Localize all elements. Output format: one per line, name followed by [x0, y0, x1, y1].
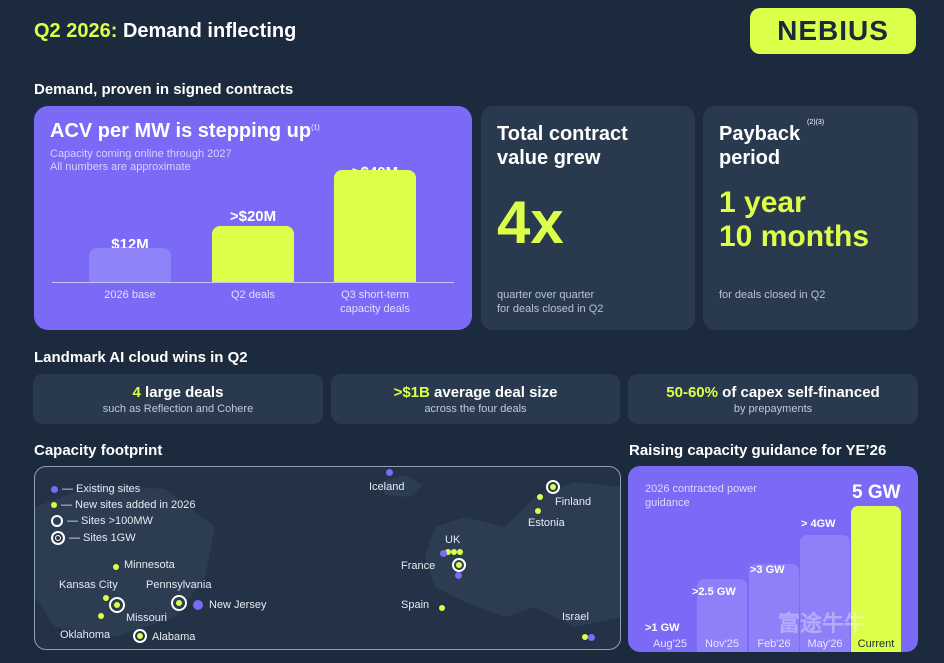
watermark: 富途牛牛 [778, 611, 867, 636]
label-finland: Finland [555, 496, 592, 508]
label-pennsylvania: Pennsylvania [146, 579, 212, 591]
payback-card: Payback period (2)(3) 1 year 10 months f… [703, 106, 918, 330]
guidance-bar-feb26 [749, 564, 799, 652]
acv-cat-2: Q2 deals [230, 289, 276, 301]
acv-cat-3: Q3 short-term capacity deals [340, 289, 410, 315]
site-uk-3 [457, 549, 463, 555]
capacity-map: — Existing sites — New sites added in 20… [34, 466, 621, 650]
footprint-section-title: Capacity footprint [34, 442, 163, 459]
wins-section-title: Landmark AI cloud wins in Q2 [34, 349, 248, 366]
win-card-large-deals: 4 large deals such as Reflection and Coh… [33, 374, 323, 424]
site-new-jersey [193, 600, 203, 610]
guidance-label-may26: > 4GW [801, 518, 836, 530]
label-oklahoma: Oklahoma [60, 629, 111, 641]
legend-100mw: — Sites >100MW [51, 515, 153, 527]
label-iceland: Iceland [369, 481, 405, 493]
acv-bar-q2-deals [212, 226, 294, 282]
site-oklahoma [98, 613, 104, 619]
tcv-card: Total contract value grew 4x quarter ove… [481, 106, 695, 330]
guidance-cat-feb26: Feb'26 [757, 638, 791, 650]
site-uk-existing [440, 550, 447, 557]
world-map-shapes [35, 475, 620, 637]
site-iceland [386, 469, 393, 476]
site-finland [550, 484, 556, 490]
acv-card: ACV per MW is stepping up(1) Capacity co… [34, 106, 472, 330]
site-israel [582, 634, 588, 640]
label-new-jersey: New Jersey [209, 599, 267, 611]
site-pennsylvania [176, 600, 182, 606]
site-uk-1 [445, 549, 451, 555]
site-france-ring [452, 558, 466, 572]
site-pennsylvania-ring [171, 595, 187, 611]
label-france: France [401, 560, 436, 572]
title-accent: Q2 2026: [34, 20, 118, 42]
double-ring-icon [51, 531, 65, 545]
guidance-cat-current: Current [857, 638, 895, 650]
site-missouri-ring [109, 597, 125, 613]
violet-dot-icon [51, 485, 58, 493]
site-finland-2 [537, 494, 543, 500]
acv-bar-q3-short-term [334, 170, 416, 282]
tcv-value: 4x [497, 189, 564, 256]
label-uk: UK [445, 534, 461, 546]
label-kansas-city: Kansas City [59, 579, 118, 591]
guidance-card: 2026 contracted power guidance >1 GW Aug… [628, 466, 918, 652]
acv-title: ACV per MW is stepping up(1) [50, 120, 320, 142]
guidance-label-current: 5 GW [852, 482, 901, 503]
guidance-bar-nov25 [697, 579, 747, 652]
guidance-label-feb26: >3 GW [750, 564, 785, 576]
guidance-label-aug25: >1 GW [645, 622, 680, 634]
legend-1gw: — Sites 1GW [51, 531, 136, 545]
payback-note: for deals closed in Q2 [719, 289, 826, 301]
site-minnesota [113, 564, 119, 570]
acv-cat-1: 2026 base [104, 289, 156, 301]
ring-icon [51, 515, 63, 527]
guidance-cat-aug25: Aug'25 [653, 638, 687, 650]
acv-subtitle: Capacity coming online through 2027 All … [50, 148, 232, 173]
nebius-logo: NEBIUS [750, 8, 916, 54]
label-israel: Israel [562, 611, 589, 623]
title-rest: Demand inflecting [122, 20, 297, 42]
payback-note-ref: (2)(3) [807, 119, 825, 126]
label-minnesota: Minnesota [124, 559, 175, 571]
acv-baseline [52, 282, 454, 283]
win-card-capex: 50-60% of capex self-financed by prepaym… [628, 374, 918, 424]
site-alabama [137, 633, 143, 639]
site-missouri [114, 602, 120, 608]
label-alabama: Alabama [152, 631, 196, 643]
guidance-section-title: Raising capacity guidance for YE’26 [629, 442, 887, 459]
tcv-title: Total contract value grew [497, 123, 628, 169]
site-kansas-city [103, 595, 109, 601]
label-estonia: Estonia [528, 517, 565, 529]
acv-bar-label-2: >$20M [229, 208, 277, 225]
guidance-bar-may26 [800, 535, 850, 652]
guidance-label-nov25: >2.5 GW [692, 586, 736, 598]
label-missouri: Missouri [126, 612, 167, 624]
site-spain [439, 605, 445, 611]
tcv-note: quarter over quarter for deals closed in… [497, 289, 604, 315]
guidance-cat-may26: May'26 [807, 638, 843, 650]
guidance-subtitle: 2026 contracted power guidance [645, 483, 757, 509]
payback-title: Payback period [719, 123, 801, 169]
guidance-bar-current [851, 506, 901, 652]
site-france [456, 562, 462, 568]
site-alabama-ring [133, 629, 147, 643]
lime-dot-icon [51, 502, 57, 508]
legend-existing: — Existing sites [51, 483, 140, 495]
acv-bar-2026-base [89, 248, 171, 282]
site-estonia [535, 508, 541, 514]
demand-section-title: Demand, proven in signed contracts [34, 81, 294, 98]
legend-new: — New sites added in 2026 [51, 499, 196, 511]
guidance-cat-nov25: Nov'25 [705, 638, 739, 650]
site-uk-2 [451, 549, 457, 555]
page-title: Q2 2026: Demand inflecting [34, 20, 296, 43]
label-spain: Spain [401, 599, 430, 611]
payback-value: 1 year 10 months [719, 186, 870, 253]
site-france-existing [455, 572, 462, 579]
site-israel-existing [588, 634, 595, 641]
win-card-deal-size: >$1B average deal size across the four d… [331, 374, 620, 424]
site-finland-ring [546, 480, 560, 494]
